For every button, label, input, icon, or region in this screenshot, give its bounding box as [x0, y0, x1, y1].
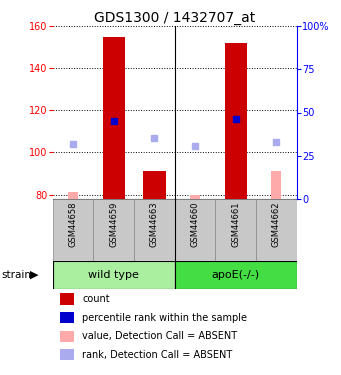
- Text: GSM44659: GSM44659: [109, 202, 118, 247]
- Bar: [271, 171, 281, 199]
- Text: rank, Detection Call = ABSENT: rank, Detection Call = ABSENT: [82, 350, 232, 360]
- Bar: [68, 192, 78, 199]
- Bar: [60, 330, 74, 342]
- Bar: [224, 43, 247, 199]
- Bar: [134, 199, 175, 261]
- Text: count: count: [82, 294, 110, 304]
- Bar: [53, 261, 175, 289]
- Bar: [216, 199, 256, 261]
- Text: GSM44663: GSM44663: [150, 202, 159, 248]
- Text: ▶: ▶: [30, 270, 39, 280]
- Bar: [143, 171, 166, 199]
- Bar: [256, 199, 297, 261]
- Text: wild type: wild type: [88, 270, 139, 280]
- Text: value, Detection Call = ABSENT: value, Detection Call = ABSENT: [82, 331, 237, 341]
- Bar: [190, 195, 200, 199]
- Bar: [93, 199, 134, 261]
- Bar: [103, 37, 125, 199]
- Text: apoE(-/-): apoE(-/-): [212, 270, 260, 280]
- Text: percentile rank within the sample: percentile rank within the sample: [82, 313, 247, 322]
- Bar: [53, 199, 93, 261]
- Text: GSM44660: GSM44660: [191, 202, 199, 248]
- Text: GSM44658: GSM44658: [69, 202, 78, 248]
- Bar: [60, 312, 74, 323]
- Text: GSM44661: GSM44661: [231, 202, 240, 248]
- Title: GDS1300 / 1432707_at: GDS1300 / 1432707_at: [94, 11, 255, 25]
- Text: GSM44662: GSM44662: [272, 202, 281, 248]
- Text: strain: strain: [2, 270, 32, 280]
- Bar: [175, 199, 216, 261]
- Bar: [175, 261, 297, 289]
- Bar: [60, 349, 74, 360]
- Bar: [60, 293, 74, 305]
